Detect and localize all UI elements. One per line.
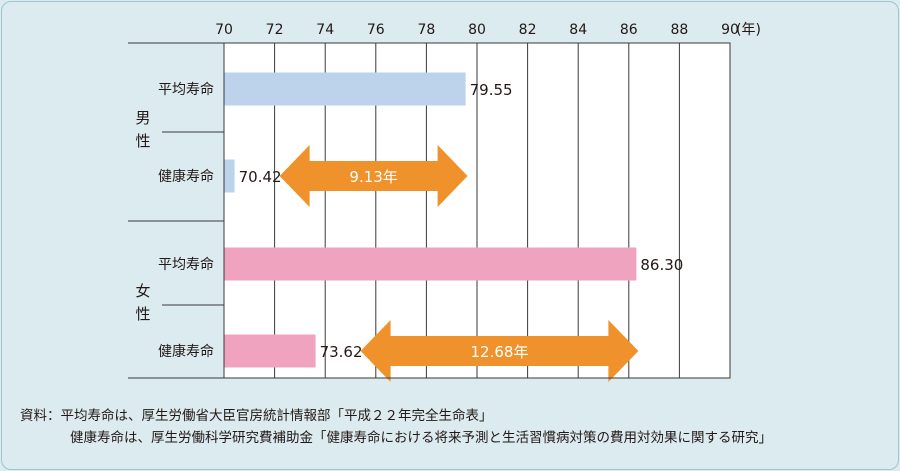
gap-arrow <box>279 145 468 207</box>
group-label-char: 性 <box>135 132 150 150</box>
group-label-char: 女 <box>135 282 150 300</box>
x-tick-label: 70 <box>215 22 233 38</box>
source-note-2: 健康寿命は、厚生労働科学研究費補助金「健康寿命における将来予測と生活習慣病対策の… <box>70 430 772 446</box>
gap-arrow <box>360 320 639 382</box>
group-label-char: 男 <box>135 109 150 127</box>
x-tick-label: 82 <box>519 22 537 38</box>
bar-value-label: 79.55 <box>470 81 513 99</box>
bar <box>224 72 466 106</box>
x-tick-label: 76 <box>367 22 385 38</box>
gap-label: 12.68年 <box>471 343 529 361</box>
x-tick-label: 84 <box>569 22 587 38</box>
group-label-char: 性 <box>135 305 150 323</box>
x-tick-label: 78 <box>417 22 435 38</box>
bar <box>224 159 235 193</box>
x-tick-label: 90 <box>721 22 739 38</box>
x-tick-label: 88 <box>670 22 688 38</box>
plot-border <box>223 42 731 379</box>
source-note-1: 資料：平均寿命は、厚生労働省大臣官房統計情報部「平成２２年完全生命表」 <box>20 408 493 424</box>
bar <box>224 247 637 281</box>
bar-value-label: 86.30 <box>640 256 683 274</box>
bar-value-label: 73.62 <box>320 343 363 361</box>
x-tick-label: 74 <box>316 22 334 38</box>
bar-category-label: 平均寿命 <box>158 256 214 273</box>
gap-label: 9.13年 <box>349 168 397 186</box>
x-unit-label: (年) <box>736 22 761 38</box>
bar <box>224 334 316 368</box>
bar-category-label: 健康寿命 <box>158 168 214 185</box>
bar-category-label: 平均寿命 <box>158 81 214 98</box>
x-tick-label: 86 <box>620 22 638 38</box>
x-tick-label: 72 <box>266 22 284 38</box>
bar-category-label: 健康寿命 <box>158 343 214 360</box>
bar-value-label: 70.42 <box>239 168 282 186</box>
x-tick-label: 80 <box>468 22 486 38</box>
